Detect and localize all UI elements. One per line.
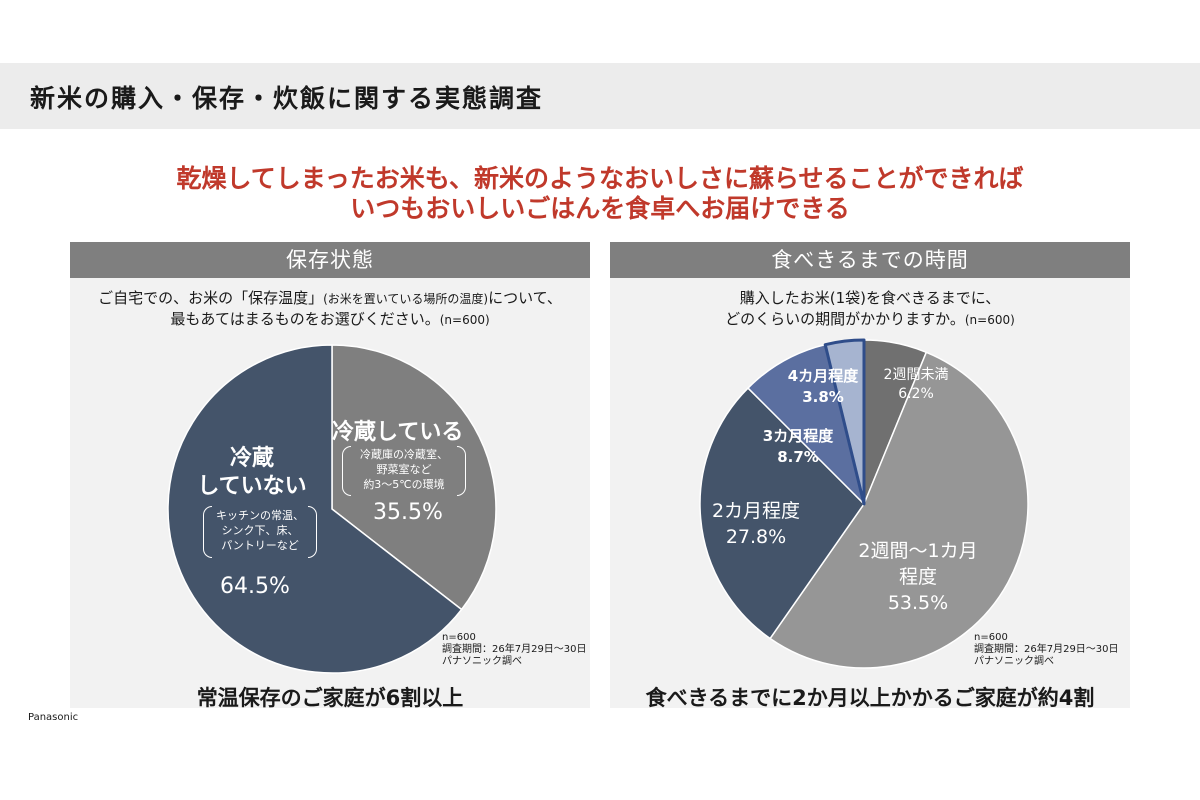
page-title: 新米の購入・保存・炊飯に関する実態調査 xyxy=(30,84,544,113)
storage-survey-note: n=600 調査期間：26年7月29日～30日 パナソニック調べ xyxy=(442,632,587,667)
pie-slice-3-months xyxy=(747,343,865,505)
consumption-question-line-1: 購入したお米(1袋)を食べきるまでに、 xyxy=(739,289,1001,307)
slice-label-2-weeks-1-month: 2週間～1カ月 程度 53.5% xyxy=(858,540,978,614)
headline-line-1: 乾燥してしまったお米も、新米のようなおいしさに蘇らせることができれば xyxy=(176,164,1024,193)
slice-value-not-refrigerated: 64.5% xyxy=(220,574,290,599)
panasonic-logo: Panasonic xyxy=(28,712,79,723)
pie-slice-2-weeks-1-month xyxy=(769,351,1029,669)
pie-slice-4-months xyxy=(823,338,866,506)
consumption-pie-chart xyxy=(699,338,1029,669)
storage-summary: 常温保存のご家庭が6割以上 xyxy=(196,686,464,710)
slice-label-4-months: 4カ月程度 3.8% xyxy=(787,367,859,406)
bracket-right xyxy=(457,446,466,496)
pie-slice-refrigerated xyxy=(331,344,497,611)
consumption-panel: 食べきるまでの時間 購入したお米(1袋)を食べきるまでに、 どのくらいの期間がか… xyxy=(610,242,1130,710)
slice-label-under-2-weeks: 2週間未満 6.2% xyxy=(883,367,949,402)
storage-panel-title: 保存状態 xyxy=(70,242,590,278)
slice-value-refrigerated: 35.5% xyxy=(373,500,443,525)
storage-question-line-1: ご自宅での、お米の「保存温度」(お米を置いている場所の温度)について、 xyxy=(98,289,562,307)
slice-label-2-months: 2カ月程度 27.8% xyxy=(711,500,801,548)
consumption-summary: 食べきるまでに2か月以上かかるご家庭が約4割 xyxy=(645,686,1095,710)
refrigerated-detail: 冷蔵庫の冷蔵室、 野菜室など 約3～5℃の環境 xyxy=(360,448,448,491)
slice-label-not-refrigerated: 冷蔵 していない xyxy=(197,446,307,499)
pie-slice-2-months xyxy=(699,387,865,640)
consumption-question-line-2: どのくらいの期間がかかりますか。(n=600) xyxy=(725,310,1015,328)
storage-panel: 保存状態 ご自宅での、お米の「保存温度」(お米を置いている場所の温度)について、… xyxy=(70,242,590,710)
headline-line-2: いつもおいしいごはんを食卓へお届けできる xyxy=(350,194,850,223)
not-refrigerated-detail: キッチンの常温、 シンク下、床、 パントリーなど xyxy=(216,509,304,552)
consumption-survey-note: n=600 調査期間：26年7月29日～30日 パナソニック調べ xyxy=(974,632,1119,667)
slice-label-3-months: 3カ月程度 8.7% xyxy=(762,427,834,466)
bracket-right xyxy=(308,506,317,558)
slice-label-refrigerated: 冷蔵している xyxy=(332,420,464,445)
header-bar: 新米の購入・保存・炊飯に関する実態調査 xyxy=(0,63,1200,129)
consumption-panel-title: 食べきるまでの時間 xyxy=(610,242,1130,278)
storage-question-line-2: 最もあてはまるものをお選びください。(n=600) xyxy=(170,310,490,328)
